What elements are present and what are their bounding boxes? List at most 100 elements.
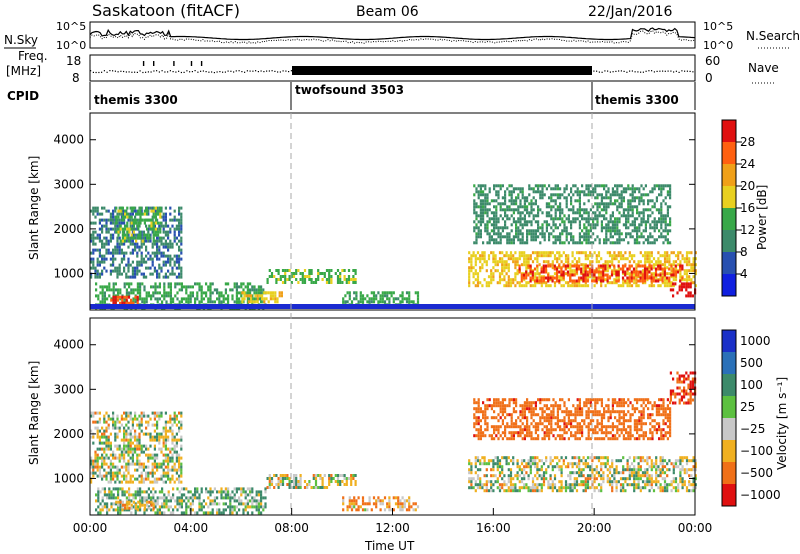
data-cell xyxy=(633,272,636,276)
data-cell xyxy=(501,456,504,460)
data-cell xyxy=(103,257,106,261)
data-cell xyxy=(477,232,480,236)
data-cell xyxy=(401,496,404,500)
data-cell xyxy=(529,468,532,472)
data-cell xyxy=(520,480,524,484)
data-cell xyxy=(379,297,382,301)
data-cell xyxy=(350,508,354,512)
data-cell xyxy=(666,281,669,285)
data-cell xyxy=(476,251,480,255)
data-cell xyxy=(140,242,143,246)
data-cell xyxy=(233,496,236,500)
data-cell xyxy=(685,269,689,273)
data-cell xyxy=(525,270,528,274)
data-cell xyxy=(606,269,609,273)
data-cell xyxy=(160,209,163,213)
data-cell xyxy=(600,226,603,230)
data-cell xyxy=(150,221,153,225)
data-cell xyxy=(690,278,693,282)
data-cell xyxy=(630,270,633,274)
data-cell xyxy=(377,300,380,304)
data-cell xyxy=(164,263,167,267)
colorbar-segment xyxy=(722,164,736,186)
data-cell xyxy=(314,486,318,489)
data-cell xyxy=(244,496,247,500)
data-cell xyxy=(141,490,144,494)
data-cell xyxy=(117,511,120,515)
data-cell xyxy=(554,187,557,191)
data-cell xyxy=(347,269,351,272)
data-cell xyxy=(257,490,260,494)
data-cell xyxy=(209,511,212,515)
data-cell xyxy=(649,235,652,239)
data-cell xyxy=(107,444,110,448)
data-cell xyxy=(670,275,673,279)
data-cell xyxy=(614,217,617,221)
data-cell xyxy=(131,260,134,264)
data-cell xyxy=(123,508,126,512)
data-cell xyxy=(547,279,550,283)
data-cell xyxy=(105,248,108,252)
data-cell xyxy=(474,456,477,460)
data-cell xyxy=(145,266,148,270)
data-cell xyxy=(275,269,278,272)
data-cell xyxy=(292,474,296,477)
data-cell xyxy=(112,417,115,421)
data-cell xyxy=(98,248,101,252)
data-cell xyxy=(692,266,695,270)
data-cell xyxy=(180,230,183,234)
data-cell xyxy=(344,300,347,304)
data-cell xyxy=(559,232,562,236)
data-cell xyxy=(677,254,680,258)
data-cell xyxy=(499,235,502,239)
data-cell xyxy=(653,187,656,191)
data-cell xyxy=(106,505,109,509)
data-cell xyxy=(153,269,156,273)
data-cell xyxy=(158,505,161,509)
data-cell xyxy=(595,279,598,283)
data-cell xyxy=(501,202,504,206)
data-cell xyxy=(529,279,532,283)
data-cell xyxy=(578,196,581,200)
data-cell xyxy=(251,496,254,500)
data-cell xyxy=(609,232,612,236)
data-cell xyxy=(312,486,315,489)
data-cell xyxy=(564,264,567,268)
data-cell xyxy=(292,483,296,486)
data-cell xyxy=(554,226,557,230)
data-cell xyxy=(118,242,121,246)
data-cell xyxy=(94,242,97,246)
data-cell xyxy=(650,281,653,285)
data-cell xyxy=(505,266,508,270)
data-cell xyxy=(180,248,183,252)
data-cell xyxy=(498,260,502,264)
data-cell xyxy=(652,257,656,261)
data-cell xyxy=(257,291,260,295)
data-cell xyxy=(361,496,365,500)
data-cell xyxy=(158,224,161,228)
data-cell xyxy=(260,493,263,497)
data-cell xyxy=(263,300,266,304)
data-cell xyxy=(366,508,369,512)
freq-point xyxy=(244,71,246,73)
data-cell xyxy=(124,503,127,507)
data-cell xyxy=(332,477,335,480)
data-cell xyxy=(679,264,682,268)
data-cell xyxy=(476,278,480,282)
data-cell xyxy=(235,291,238,295)
data-cell xyxy=(185,496,188,500)
data-cell xyxy=(339,275,342,278)
data-cell xyxy=(490,272,493,276)
data-cell xyxy=(600,257,603,261)
data-cell xyxy=(526,208,529,212)
data-cell xyxy=(125,432,128,436)
data-cell xyxy=(683,278,686,282)
data-cell xyxy=(156,414,159,418)
data-cell xyxy=(622,211,625,215)
data-cell xyxy=(583,238,586,242)
data-cell xyxy=(477,184,480,188)
data-cell xyxy=(596,193,599,197)
data-cell xyxy=(159,206,162,210)
data-cell xyxy=(350,499,354,503)
data-cell xyxy=(544,264,548,268)
